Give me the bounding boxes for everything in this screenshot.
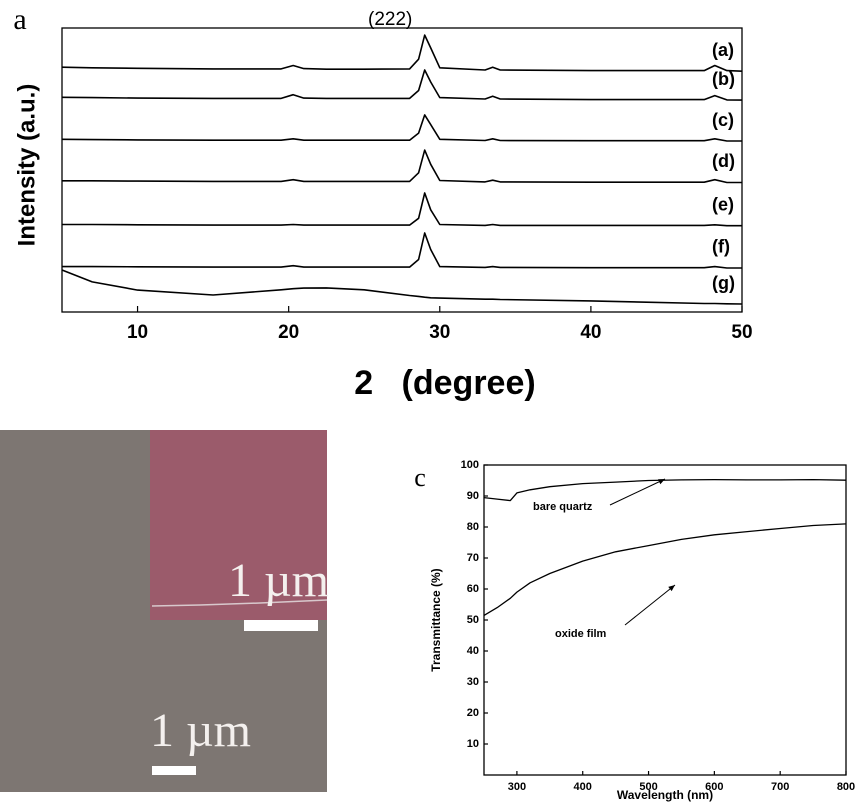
scale-bar: [152, 766, 196, 775]
arrow-head: [668, 585, 675, 591]
x-tick-label: 400: [574, 781, 592, 793]
panel-label: a: [13, 3, 26, 36]
annotation-arrow: [610, 479, 665, 505]
y-tick-label: 10: [467, 738, 479, 750]
x-axis-label: Wavelength (nm): [617, 788, 713, 802]
series-label: (b): [712, 69, 735, 89]
y-axis-label: Transmittance (%): [429, 568, 443, 671]
x-tick-label: 800: [837, 781, 855, 793]
series-line: [62, 35, 742, 71]
series-line: [484, 480, 846, 501]
y-tick-label: 80: [467, 521, 479, 533]
annotation-arrow: [625, 585, 675, 625]
x-tick-label: 30: [429, 322, 450, 343]
y-tick-label: 50: [467, 614, 479, 626]
x-tick-label: 20: [278, 322, 299, 343]
x-tick-label: 300: [508, 781, 526, 793]
y-tick-label: 90: [467, 490, 479, 502]
series-label: (c): [712, 110, 734, 130]
series-label: (g): [712, 273, 735, 293]
annotation: bare quartz: [533, 501, 593, 513]
series-line: [62, 115, 742, 141]
series-line: [62, 150, 742, 182]
series-line: [62, 270, 742, 304]
x-tick-label: 50: [731, 322, 752, 343]
y-tick-label: 100: [461, 459, 479, 471]
y-tick-label: 40: [467, 645, 479, 657]
panel-label: c: [414, 463, 426, 492]
x-tick-label: 700: [771, 781, 789, 793]
series-label: (e): [712, 194, 734, 214]
inset-scale-bar: [244, 620, 318, 631]
series-line: [62, 233, 742, 268]
series-label: (f): [712, 237, 730, 257]
series-line: [62, 70, 742, 100]
series-line: [484, 524, 846, 616]
series-label: (a): [712, 40, 734, 60]
annotation: (222): [368, 9, 412, 30]
series-label: (d): [712, 151, 735, 171]
y-tick-label: 30: [467, 676, 479, 688]
y-tick-label: 60: [467, 583, 479, 595]
y-tick-label: 70: [467, 552, 479, 564]
x-tick-label: 40: [580, 322, 601, 343]
x-tick-label: 10: [127, 322, 148, 343]
y-tick-label: 20: [467, 707, 479, 719]
scale-label: 1 µm: [150, 704, 251, 757]
series-line: [62, 193, 742, 226]
annotation: oxide film: [555, 628, 607, 640]
y-axis-label: Intensity (a.u.): [13, 84, 40, 247]
x-axis-label: 2 (degree): [354, 364, 535, 402]
figure: 1 µm 1 µm a 10 20 30 40 50 2 (degree) Intensity…: [0, 0, 860, 802]
inset-scale-label: 1 µm: [228, 554, 329, 607]
